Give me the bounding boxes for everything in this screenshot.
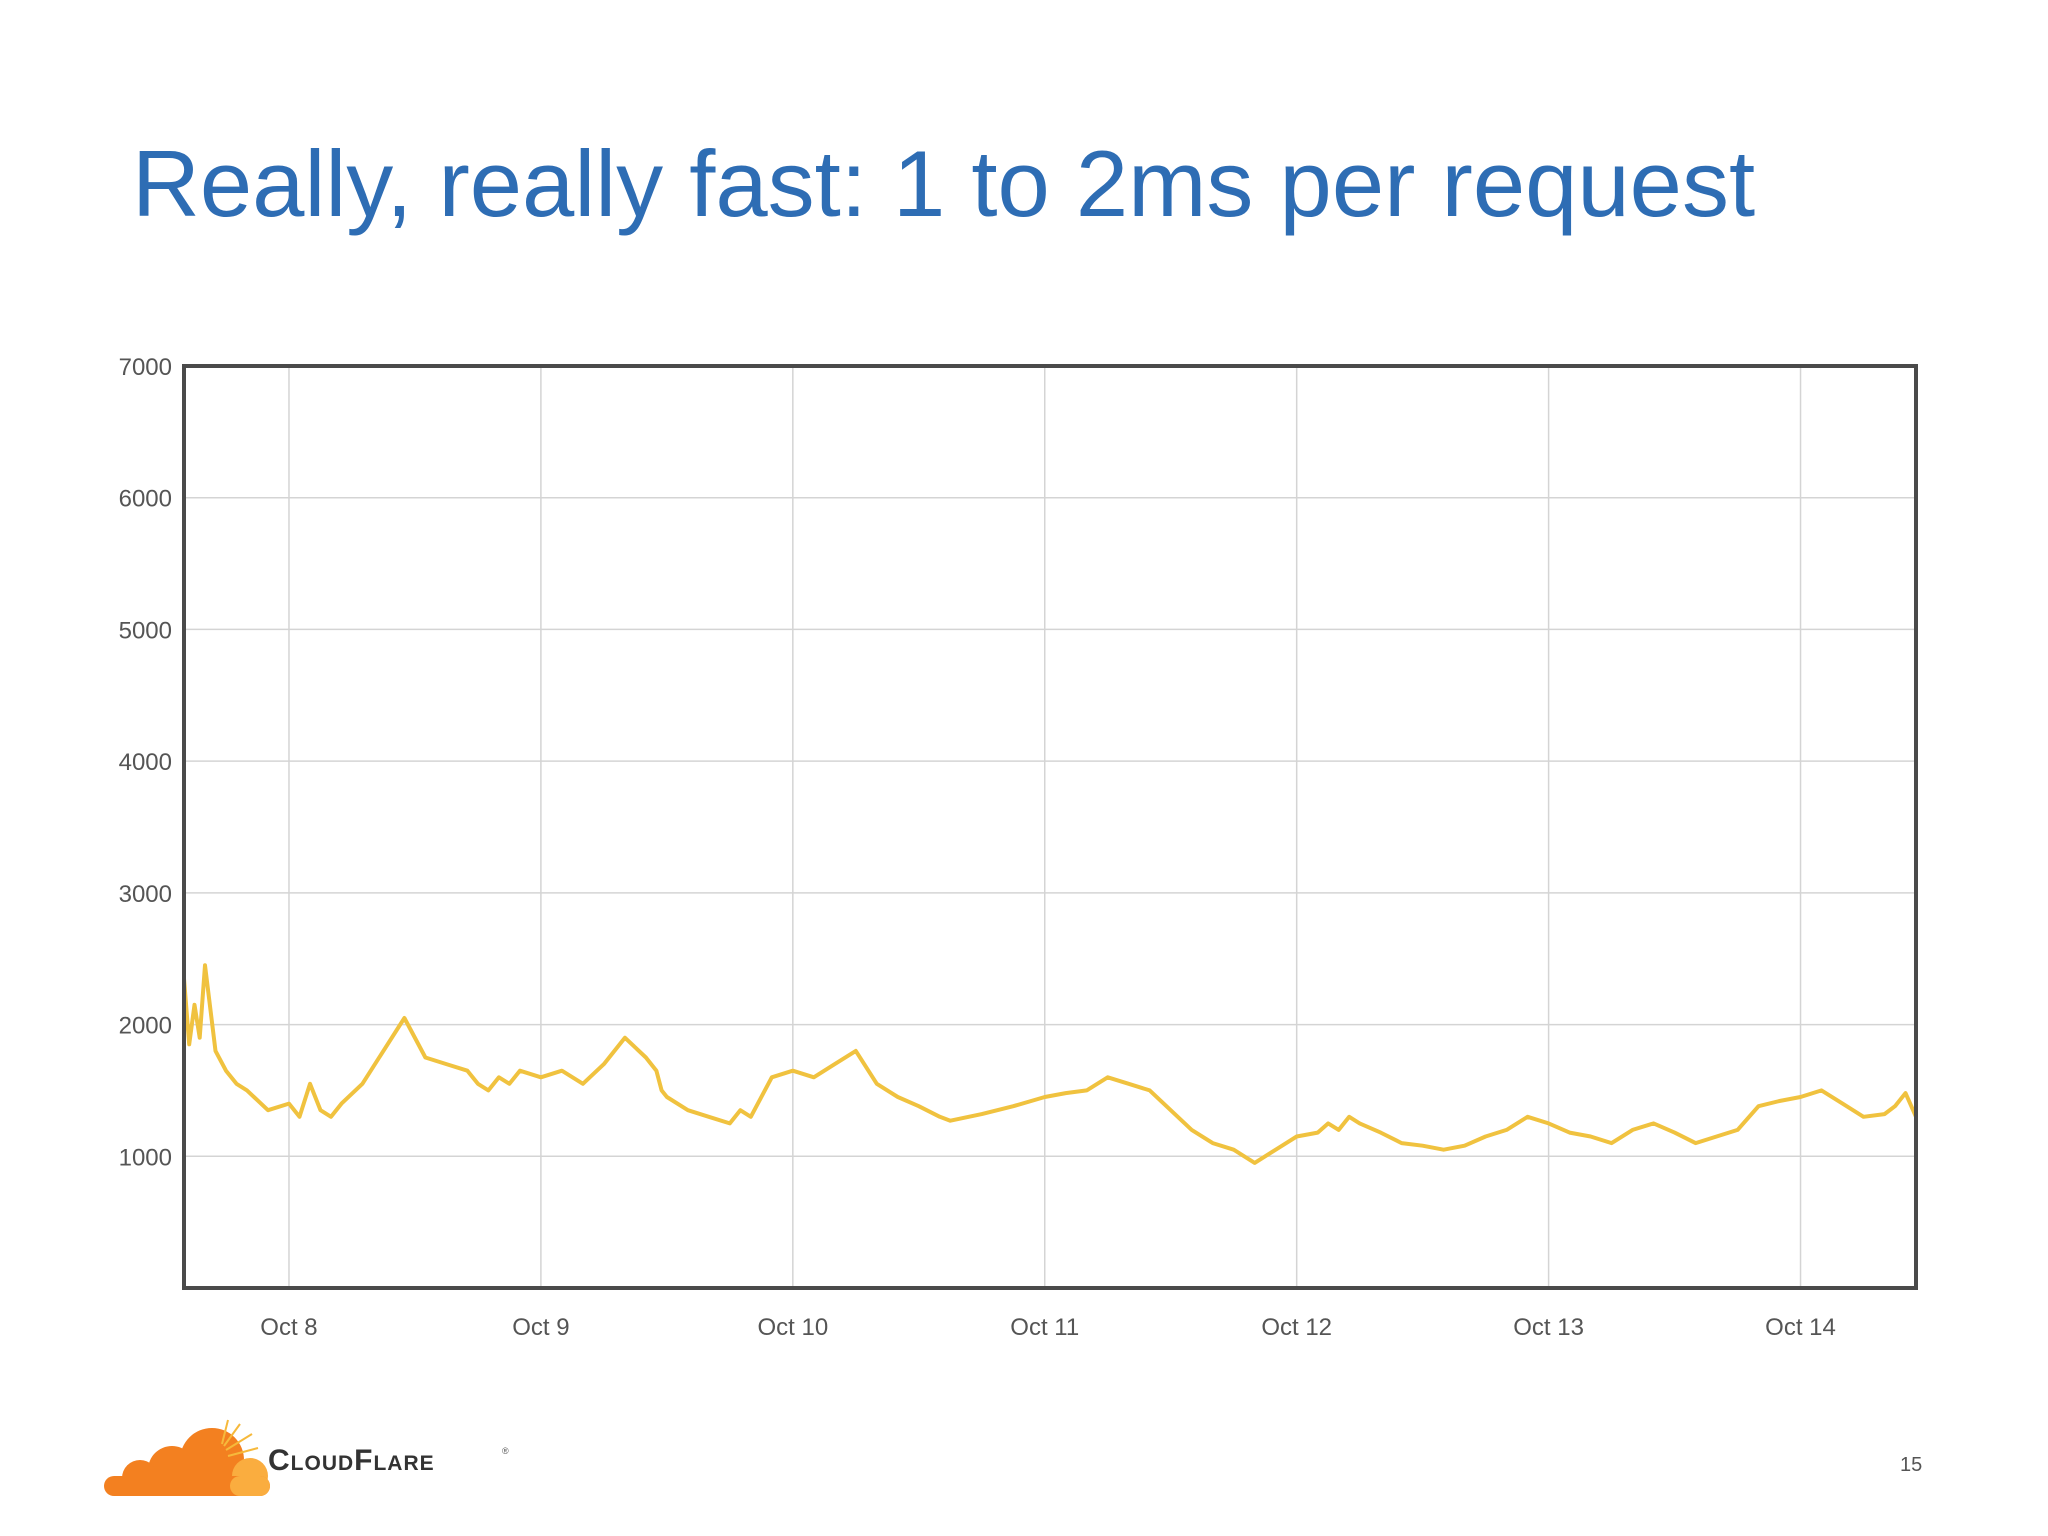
x-tick-label: Oct 8 [260,1314,317,1341]
slide-title: Really, really fast: 1 to 2ms per reques… [132,131,1756,236]
plot-frame [182,364,1918,1290]
x-axis-tick-labels: Oct 8 Oct 9 Oct 10 Oct 11 Oct 12 Oct 13 Oct 14 [260,1314,1836,1341]
logo-cloud-shape [104,1428,270,1496]
y-tick-label: 3000 [119,881,172,908]
x-tick-label: Oct 9 [512,1314,569,1341]
x-tick-label: Oct 13 [1513,1314,1584,1341]
cloudflare-logo-icon [104,1419,270,1496]
y-tick-label: 5000 [119,617,172,644]
logo-trademark: ® [502,1446,509,1456]
y-tick-label: 4000 [119,749,172,776]
x-tick-label: Oct 10 [757,1314,828,1341]
chart-series [182,963,1918,1165]
series-line [182,963,1918,1165]
logo-wordmark: CloudFlare [268,1444,435,1477]
y-tick-label: 6000 [119,486,172,513]
x-tick-label: Oct 11 [1010,1314,1079,1341]
y-tick-label: 7000 [119,354,172,381]
chart-gridlines [184,365,1916,1288]
logo-sunburst [221,1419,259,1457]
y-tick-label: 2000 [119,1013,172,1040]
x-tick-label: Oct 12 [1261,1314,1332,1341]
page-number: 15 [1900,1454,1923,1476]
y-axis-tick-labels: 1000 2000 3000 4000 5000 6000 7000 [119,354,172,1171]
x-tick-label: Oct 14 [1765,1314,1836,1341]
y-tick-label: 1000 [119,1144,172,1171]
